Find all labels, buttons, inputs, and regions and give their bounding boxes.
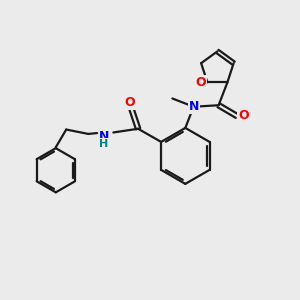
Text: O: O [238,110,249,122]
Text: N: N [189,100,199,113]
Text: O: O [196,76,206,89]
Text: N: N [99,130,109,142]
Text: O: O [124,96,135,109]
Text: H: H [99,139,109,149]
